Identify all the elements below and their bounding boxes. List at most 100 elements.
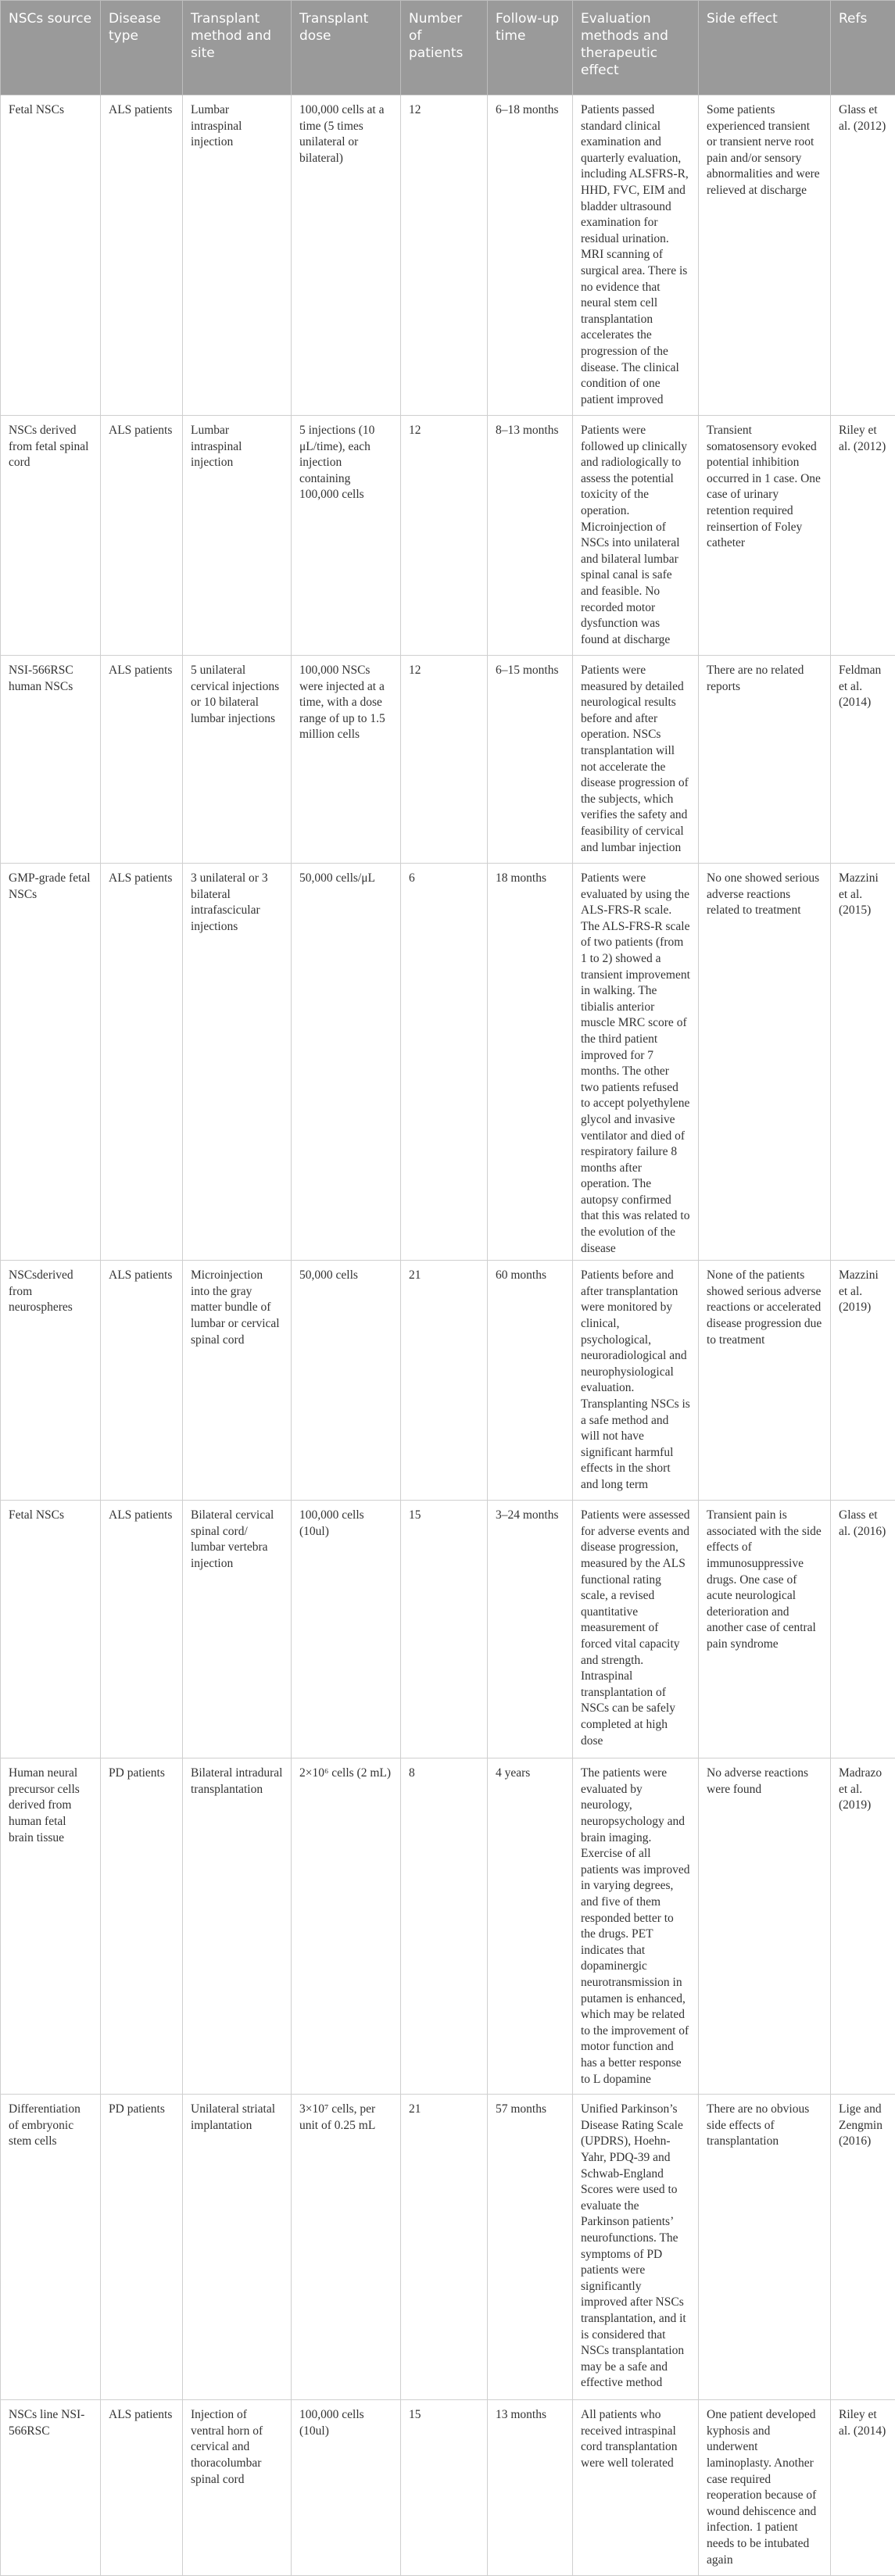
cell-evaluation-effect: Patients passed standard clinical examin…	[573, 95, 699, 416]
cell-transplant-method: Microinjection into the gray matter bund…	[183, 1261, 292, 1501]
cell-disease-type: ALS patients	[101, 95, 183, 416]
cell-nscs-source: Fetal NSCs	[1, 1501, 101, 1758]
cell-disease-type: PD patients	[101, 2095, 183, 2400]
cell-transplant-method: 3 unilateral or 3 bilateral intrafascicu…	[183, 864, 292, 1261]
cell-evaluation-effect: The patients were evaluated by neurology…	[573, 1758, 699, 2095]
cell-disease-type: ALS patients	[101, 864, 183, 1261]
cell-transplant-dose: 100,000 cells at a time (5 times unilate…	[292, 95, 401, 416]
cell-nscs-source: Differentiation of embryonic stem cells	[1, 2095, 101, 2400]
cell-follow-up-time: 3–24 months	[488, 1501, 573, 1758]
cell-transplant-dose: 3×10⁷ cells, per unit of 0.25 mL	[292, 2095, 401, 2400]
cell-refs: Riley et al. (2014)	[831, 2400, 895, 2576]
cell-transplant-dose: 100,000 cells (10ul)	[292, 1501, 401, 1758]
cell-refs: Mazzini et al. (2015)	[831, 864, 895, 1261]
cell-disease-type: ALS patients	[101, 2400, 183, 2576]
cell-evaluation-effect: Patients were assessed for adverse event…	[573, 1501, 699, 1758]
column-header-number-of-patients: Number of patients	[401, 1, 488, 95]
cell-disease-type: ALS patients	[101, 656, 183, 864]
column-header-nscs-source: NSCs source	[1, 1, 101, 95]
cell-number-of-patients: 12	[401, 656, 488, 864]
cell-evaluation-effect: Patients before and after transplantatio…	[573, 1261, 699, 1501]
cell-number-of-patients: 15	[401, 2400, 488, 2576]
cell-evaluation-effect: Patients were followed up clinically and…	[573, 416, 699, 656]
cell-refs: Feldman et al. (2014)	[831, 656, 895, 864]
cell-number-of-patients: 8	[401, 1758, 488, 2095]
cell-nscs-source: NSCsderived from neurospheres	[1, 1261, 101, 1501]
column-header-refs: Refs	[831, 1, 895, 95]
cell-transplant-dose: 50,000 cells/μL	[292, 864, 401, 1261]
cell-transplant-dose: 2×10⁶ cells (2 mL)	[292, 1758, 401, 2095]
cell-refs: Glass et al. (2012)	[831, 95, 895, 416]
cell-side-effect: One patient developed kyphosis and under…	[699, 2400, 831, 2576]
cell-disease-type: PD patients	[101, 1758, 183, 2095]
column-header-follow-up-time: Follow-up time	[488, 1, 573, 95]
cell-refs: Madrazo et al. (2019)	[831, 1758, 895, 2095]
cell-side-effect: Transient pain is associated with the si…	[699, 1501, 831, 1758]
cell-nscs-source: Human neural precursor cells derived fro…	[1, 1758, 101, 2095]
column-header-disease-type: Disease type	[101, 1, 183, 95]
cell-refs: Mazzini et al. (2019)	[831, 1261, 895, 1501]
cell-follow-up-time: 60 months	[488, 1261, 573, 1501]
cell-transplant-dose: 5 injections (10 μL/time), each injectio…	[292, 416, 401, 656]
cell-disease-type: ALS patients	[101, 1261, 183, 1501]
cell-side-effect: No adverse reactions were found	[699, 1758, 831, 2095]
table-row: Human neural precursor cells derived fro…	[1, 1758, 895, 2095]
cell-nscs-source: GMP-grade fetal NSCs	[1, 864, 101, 1261]
cell-evaluation-effect: Patients were measured by detailed neuro…	[573, 656, 699, 864]
cell-follow-up-time: 8–13 months	[488, 416, 573, 656]
cell-transplant-dose: 100,000 cells (10ul)	[292, 2400, 401, 2576]
cell-number-of-patients: 15	[401, 1501, 488, 1758]
cell-side-effect: Transient somatosensory evoked potential…	[699, 416, 831, 656]
cell-side-effect: There are no obvious side effects of tra…	[699, 2095, 831, 2400]
cell-number-of-patients: 21	[401, 1261, 488, 1501]
cell-follow-up-time: 4 years	[488, 1758, 573, 2095]
cell-disease-type: ALS patients	[101, 1501, 183, 1758]
column-header-side-effect: Side effect	[699, 1, 831, 95]
column-header-evaluation-effect: Evaluation methods and therapeutic effec…	[573, 1, 699, 95]
cell-side-effect: No one showed serious adverse reactions …	[699, 864, 831, 1261]
cell-nscs-source: Fetal NSCs	[1, 95, 101, 416]
cell-transplant-method: Lumbar intraspinal injection	[183, 416, 292, 656]
cell-number-of-patients: 12	[401, 95, 488, 416]
cell-side-effect: None of the patients showed serious adve…	[699, 1261, 831, 1501]
cell-number-of-patients: 21	[401, 2095, 488, 2400]
column-header-transplant-method: Transplant method and site	[183, 1, 292, 95]
cell-transplant-method: Bilateral cervical spinal cord/ lumbar v…	[183, 1501, 292, 1758]
cell-transplant-dose: 50,000 cells	[292, 1261, 401, 1501]
column-header-transplant-dose: Transplant dose	[292, 1, 401, 95]
cell-follow-up-time: 57 months	[488, 2095, 573, 2400]
cell-disease-type: ALS patients	[101, 416, 183, 656]
cell-nscs-source: NSCs line NSI-566RSC	[1, 2400, 101, 2576]
cell-evaluation-effect: Unified Parkinson’s Disease Rating Scale…	[573, 2095, 699, 2400]
cell-transplant-method: Bilateral intradural transplantation	[183, 1758, 292, 2095]
cell-follow-up-time: 18 months	[488, 864, 573, 1261]
cell-number-of-patients: 6	[401, 864, 488, 1261]
cell-transplant-method: Injection of ventral horn of cervical an…	[183, 2400, 292, 2576]
cell-transplant-method: Unilateral striatal implantation	[183, 2095, 292, 2400]
cell-follow-up-time: 13 months	[488, 2400, 573, 2576]
cell-evaluation-effect: Patients were evaluated by using the ALS…	[573, 864, 699, 1261]
cell-transplant-method: Lumbar intraspinal injection	[183, 95, 292, 416]
cell-refs: Riley et al. (2012)	[831, 416, 895, 656]
cell-nscs-source: NSI-566RSC human NSCs	[1, 656, 101, 864]
cell-follow-up-time: 6–15 months	[488, 656, 573, 864]
cell-nscs-source: NSCs derived from fetal spinal cord	[1, 416, 101, 656]
cell-follow-up-time: 6–18 months	[488, 95, 573, 416]
cell-transplant-dose: 100,000 NSCs were injected at a time, wi…	[292, 656, 401, 864]
cell-number-of-patients: 12	[401, 416, 488, 656]
cell-transplant-method: 5 unilateral cervical injections or 10 b…	[183, 656, 292, 864]
cell-evaluation-effect: All patients who received intraspinal co…	[573, 2400, 699, 2576]
cell-refs: Lige and Zengmin (2016)	[831, 2095, 895, 2400]
cell-refs: Glass et al. (2016)	[831, 1501, 895, 1758]
cell-side-effect: There are no related reports	[699, 656, 831, 864]
